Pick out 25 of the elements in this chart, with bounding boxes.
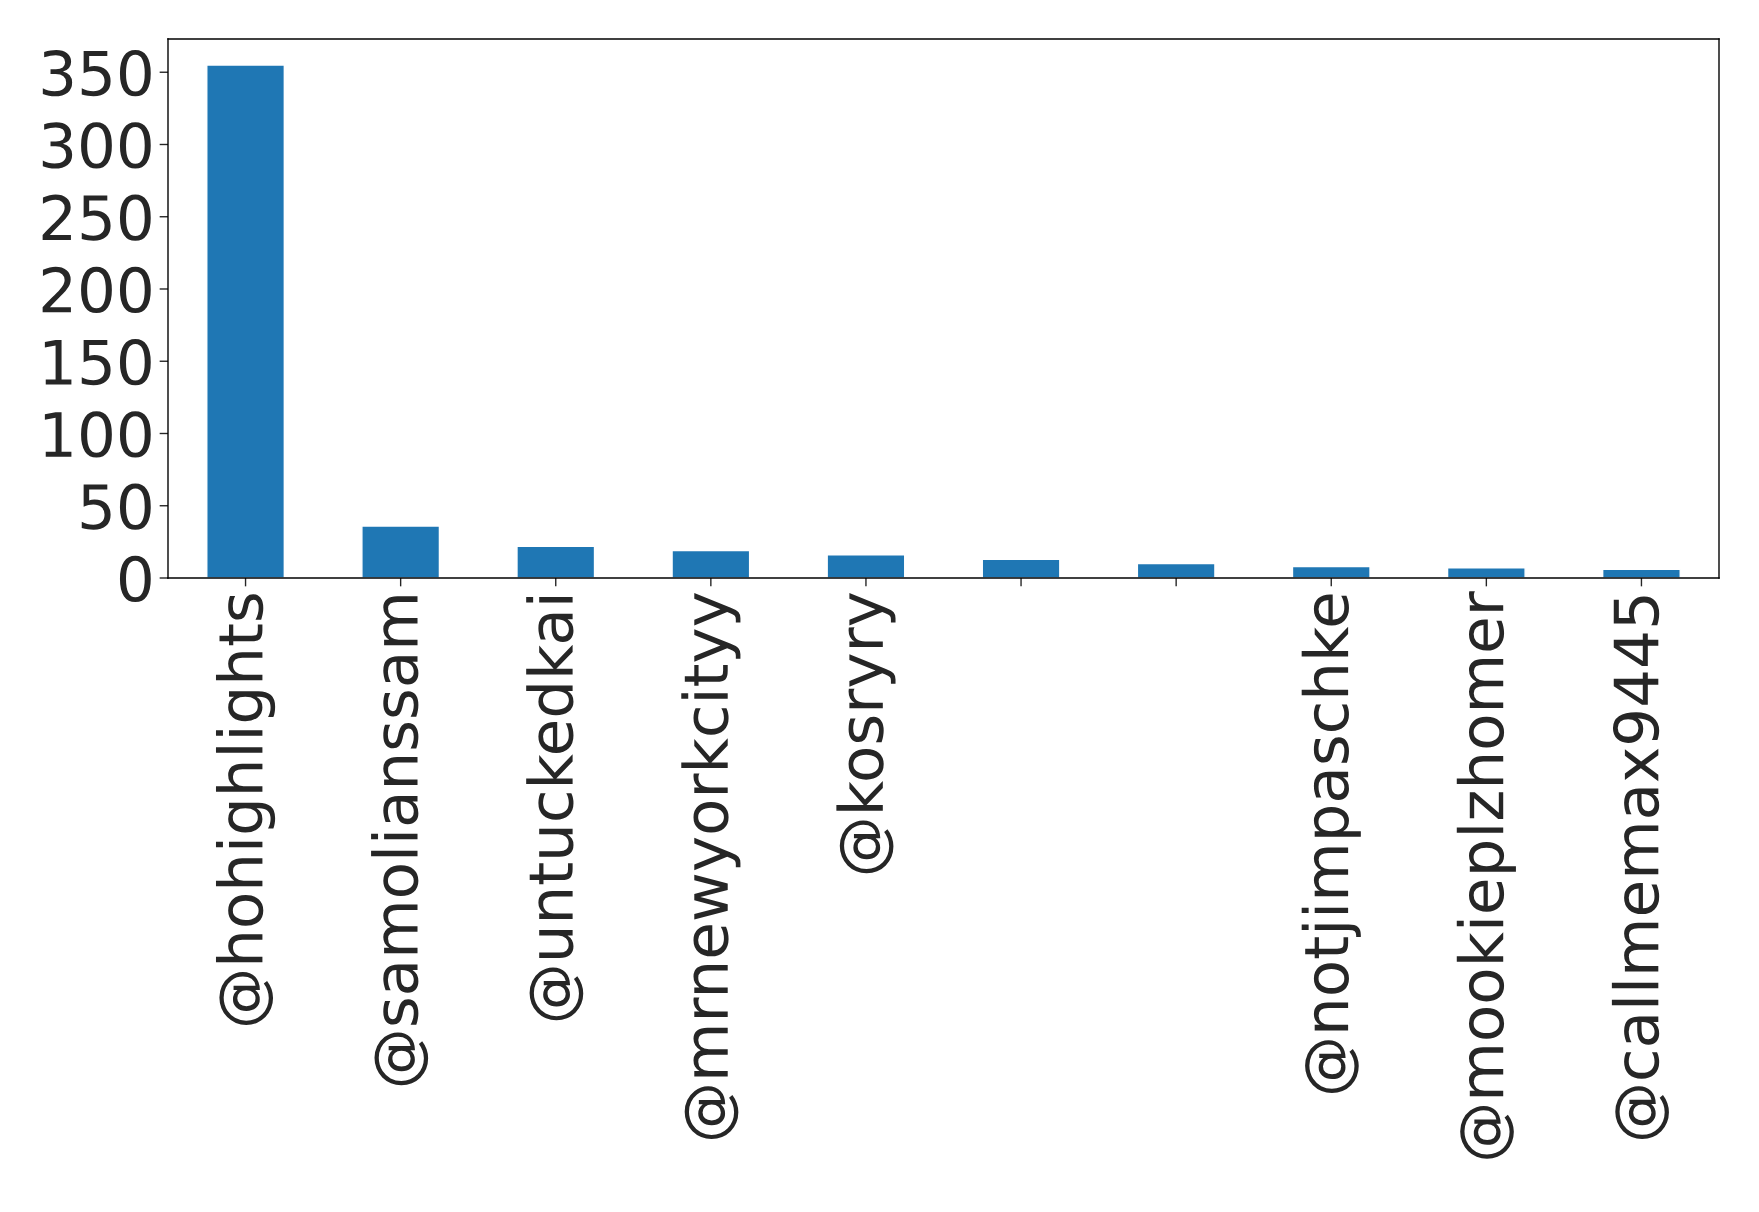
y-tick-label: 150 bbox=[44, 339, 151, 386]
x-tick-label: @mrnewyorkcityy bbox=[681, 593, 741, 1140]
bar bbox=[1446, 567, 1526, 578]
bar bbox=[516, 545, 596, 578]
y-tick-label: 100 bbox=[44, 411, 151, 458]
x-tick-label: @kosryry bbox=[836, 593, 896, 874]
y-tick-label: 300 bbox=[42, 122, 151, 169]
bar bbox=[206, 64, 286, 578]
bar bbox=[981, 558, 1061, 578]
bar bbox=[1291, 565, 1371, 578]
y-tick-label: 250 bbox=[42, 194, 151, 241]
x-tick-label: @callmemax9445 bbox=[1611, 596, 1669, 1140]
y-tick-label: 200 bbox=[42, 266, 151, 314]
y-tick-label: 350 bbox=[42, 50, 151, 97]
bar bbox=[1136, 562, 1216, 578]
x-tick-label: @samolianssam bbox=[371, 596, 429, 1086]
x-tick-label: @hohighlights bbox=[215, 594, 276, 1025]
bar bbox=[671, 549, 751, 578]
bar bbox=[826, 554, 906, 578]
bar bbox=[361, 525, 441, 578]
y-tick-label: 0 bbox=[119, 555, 151, 603]
x-tick-label: @untuckedkai bbox=[526, 596, 584, 1021]
y-tick-label: 50 bbox=[81, 483, 151, 530]
x-tick-label: @notjimpaschke bbox=[1301, 594, 1361, 1094]
x-tick-label: @mookieplzhomer bbox=[1456, 591, 1516, 1159]
